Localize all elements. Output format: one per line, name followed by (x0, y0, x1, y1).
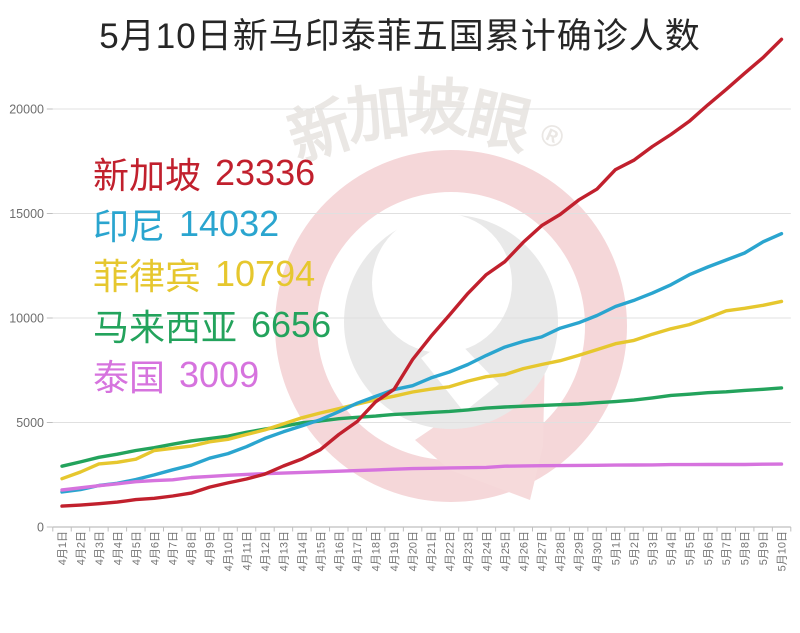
x-axis-label: 4月27日 (537, 531, 549, 571)
y-axis-label: 5000 (16, 416, 44, 430)
legend-series-value: 6656 (251, 303, 332, 345)
x-axis-label: 4月15日 (315, 531, 327, 571)
x-axis-label: 4月5日 (131, 531, 143, 565)
x-axis-label: 5月1日 (611, 531, 623, 565)
legend-item: 印尼 14032 (93, 199, 331, 250)
x-axis-label: 4月17日 (352, 531, 364, 571)
series-line-1 (60, 231, 784, 494)
x-axis-label: 4月14日 (297, 531, 309, 571)
y-axis-label: 10000 (9, 312, 44, 326)
x-axis-label: 4月18日 (371, 531, 383, 571)
watermark-ring (275, 150, 627, 502)
x-axis-label: 5月10日 (777, 531, 789, 571)
x-axis-label: 4月3日 (94, 531, 106, 565)
watermark-eye-tail (421, 336, 499, 412)
x-axis-label: 4月24日 (481, 531, 493, 571)
x-axis-label: 5月8日 (740, 531, 752, 565)
x-axis-label: 4月13日 (278, 531, 290, 571)
x-axis-label: 4月10日 (223, 531, 235, 571)
x-axis-label: 4月16日 (334, 531, 346, 571)
series-line-4 (60, 462, 784, 492)
x-axis-label: 4月4日 (112, 531, 124, 565)
x-axis-label: 4月6日 (149, 531, 161, 565)
legend-series-name: 印尼 (93, 205, 166, 247)
watermark-text: 加 (343, 76, 413, 152)
y-axis-label: 0 (37, 521, 44, 535)
x-axis-label: 4月12日 (260, 531, 272, 571)
x-axis-label: 4月20日 (408, 531, 420, 571)
legend-series-name: 菲律宾 (93, 256, 202, 298)
x-axis-label: 4月19日 (389, 531, 401, 571)
legend-series-value: 23336 (215, 152, 316, 194)
chart-title: 5月10日新马印泰菲五国累计确诊人数 (99, 17, 701, 56)
legend-series-name: 泰国 (93, 357, 166, 399)
x-axis-label: 4月23日 (463, 531, 475, 571)
x-axis-label: 5月2日 (629, 531, 641, 565)
x-axis-label: 4月28日 (555, 531, 567, 571)
legend-item: 菲律宾 10794 (93, 249, 331, 300)
x-axis-label: 5月9日 (758, 531, 770, 565)
y-axis-label: 20000 (9, 103, 44, 117)
series-line-0 (60, 37, 784, 508)
x-axis-label: 5月4日 (666, 531, 678, 565)
x-axis-label: 4月11日 (242, 531, 254, 571)
x-axis-label: 4月29日 (574, 531, 586, 571)
x-axis-label: 4月30日 (592, 531, 604, 571)
legend-item: 泰国 3009 (93, 350, 331, 401)
x-axis-label: 4月2日 (75, 531, 87, 565)
x-axis-label: 4月26日 (518, 531, 530, 571)
x-axis-label: 4月21日 (426, 531, 438, 571)
x-axis-label: 5月7日 (721, 531, 733, 565)
legend-series-value: 14032 (179, 202, 280, 244)
watermark-text: 坡 (405, 72, 471, 144)
series-line-3 (60, 386, 784, 468)
x-axis-label: 5月3日 (647, 531, 659, 565)
x-axis-label: 5月6日 (703, 531, 715, 565)
x-axis-label: 4月1日 (57, 531, 69, 565)
series-line-2 (60, 299, 784, 481)
x-axis-label: 4月9日 (205, 531, 217, 565)
legend-series-name: 马来西亚 (93, 306, 238, 348)
x-axis-label: 4月22日 (444, 531, 456, 571)
chart-legend: 新加坡 23336 印尼 14032 菲律宾 10794 马来西亚 6656 泰国 3009 (93, 148, 331, 401)
legend-series-value: 10794 (215, 253, 316, 295)
x-axis-label: 5月5日 (684, 531, 696, 565)
y-axis-label: 15000 (9, 207, 44, 221)
legend-series-value: 3009 (179, 354, 260, 396)
legend-series-name: 新加坡 (93, 155, 202, 197)
legend-item: 新加坡 23336 (93, 148, 331, 199)
legend-item: 马来西亚 6656 (93, 300, 331, 351)
x-axis-label: 4月8日 (186, 531, 198, 565)
x-axis-label: 4月7日 (168, 531, 180, 565)
x-axis-label: 4月25日 (500, 531, 512, 571)
